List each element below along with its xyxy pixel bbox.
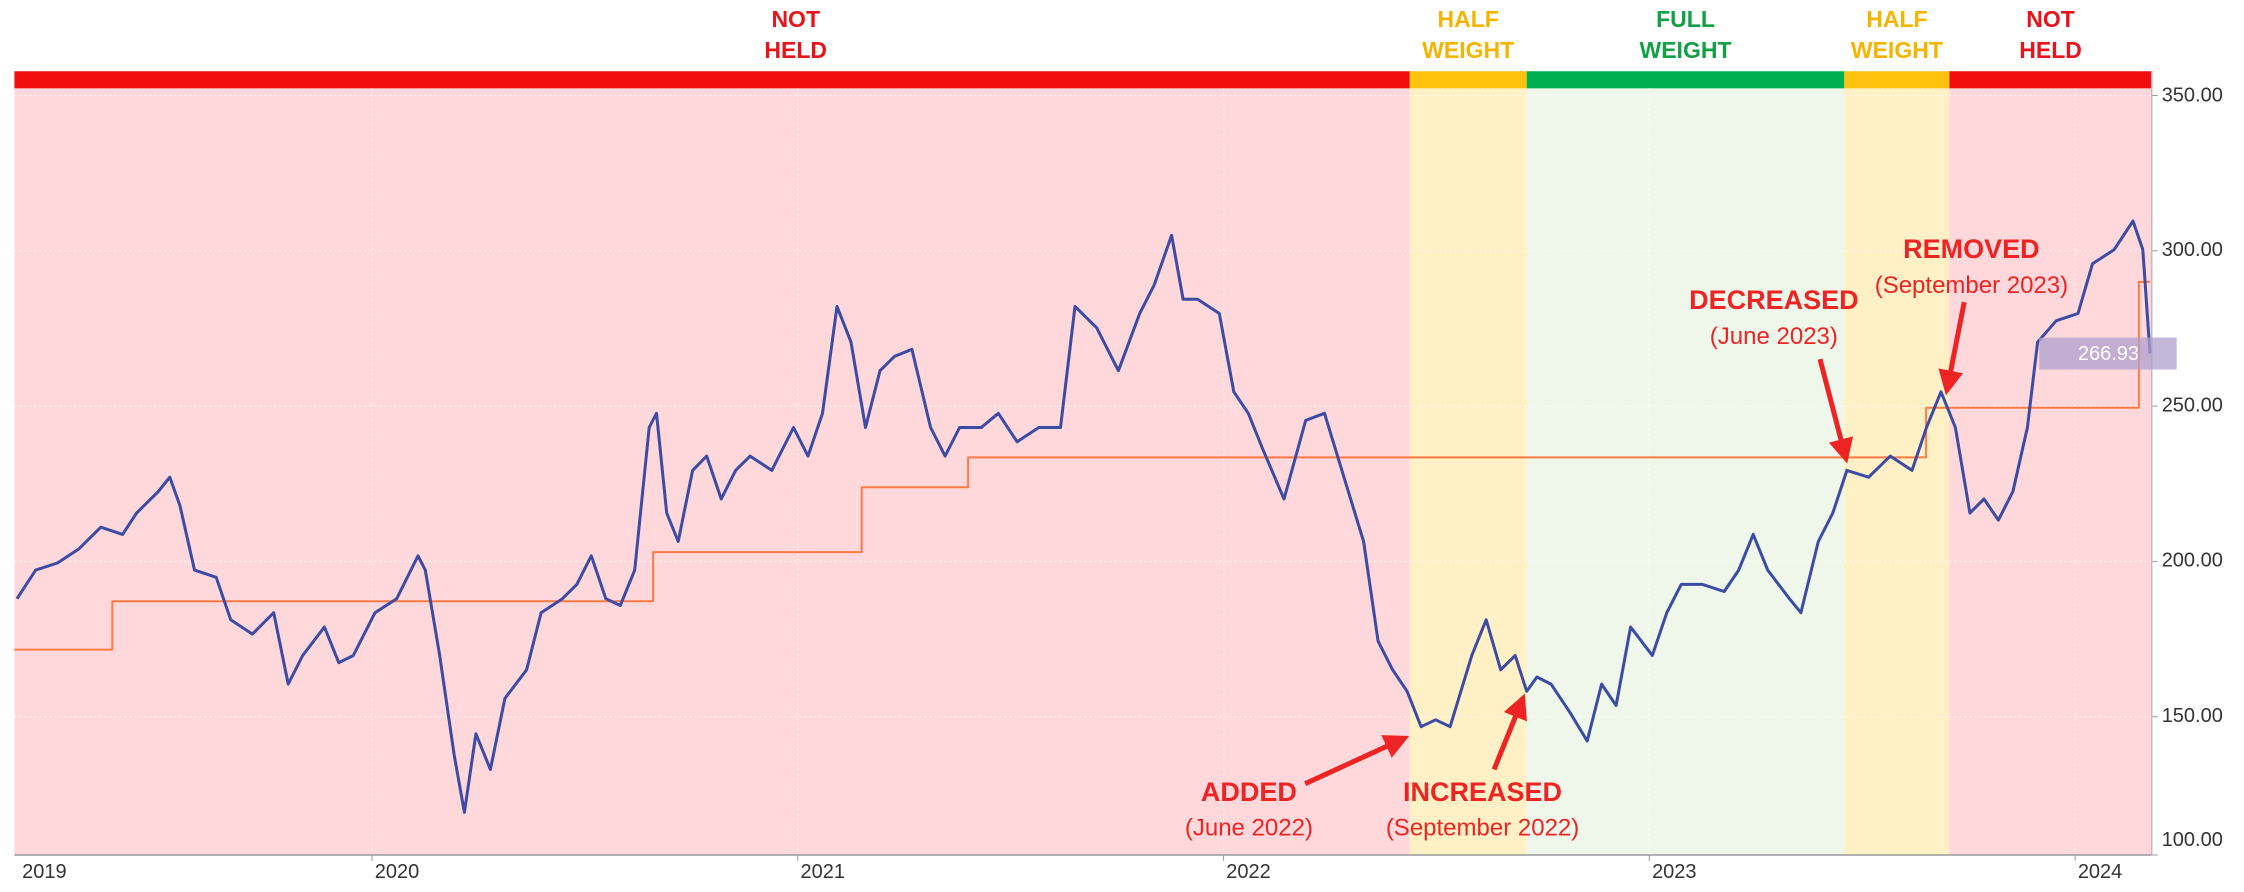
- annotation-arrow: [1938, 301, 1967, 396]
- band-label: NOT: [2026, 6, 2075, 32]
- last-value-label: 266.93: [2078, 343, 2139, 365]
- x-tick-label: 2022: [1226, 861, 1271, 883]
- band-label: WEIGHT: [1640, 37, 1732, 63]
- band-background: [1409, 88, 1527, 855]
- annotation-title: REMOVED: [1903, 234, 2040, 264]
- band-label: WEIGHT: [1851, 37, 1943, 63]
- x-tick-label: 2021: [801, 861, 846, 883]
- x-tick-label: 2024: [2078, 861, 2123, 883]
- annotation-title: INCREASED: [1403, 777, 1562, 807]
- y-tick-label: 300.00: [2162, 239, 2223, 261]
- y-tick-label: 150.00: [2162, 705, 2223, 727]
- annotation-note: (June 2023): [1710, 323, 1838, 350]
- band-label: HELD: [2019, 37, 2082, 63]
- band-strip: [14, 71, 1410, 89]
- series-line: [14, 280, 2150, 651]
- band-label: HALF: [1437, 6, 1498, 32]
- band-label: FULL: [1656, 6, 1715, 32]
- band-strip: [1409, 71, 1527, 89]
- x-tick-label: 2019: [22, 861, 67, 883]
- y-tick-label: 250.00: [2162, 394, 2223, 416]
- band-label: NOT: [771, 6, 820, 32]
- annotation-note: (September 2022): [1386, 815, 1579, 842]
- y-tick-label: 100.00: [2162, 829, 2223, 851]
- annotation-arrow: [1304, 735, 1410, 786]
- last-value-box: [2039, 337, 2177, 370]
- band-strip: [1526, 71, 1845, 89]
- x-tick-label: 2020: [375, 861, 420, 883]
- y-tick-label: 350.00: [2162, 85, 2223, 107]
- band-strip: [1844, 71, 1950, 89]
- x-tick-label: 2023: [1652, 861, 1697, 883]
- band-background: [1949, 88, 2152, 855]
- annotation-title: ADDED: [1201, 777, 1297, 807]
- series-line: [15, 219, 2152, 814]
- band-background: [1526, 88, 1845, 855]
- band-background: [1844, 88, 1950, 855]
- band-label: WEIGHT: [1422, 37, 1514, 63]
- y-tick-label: 200.00: [2162, 550, 2223, 572]
- annotation-note: (June 2022): [1185, 815, 1313, 842]
- annotation-title: DECREASED: [1689, 285, 1859, 315]
- annotation-arrow: [1491, 693, 1528, 771]
- band-strip: [1949, 71, 2152, 89]
- band-label: HALF: [1866, 6, 1927, 32]
- annotation-arrow: [1817, 358, 1854, 464]
- annotation-note: (September 2023): [1875, 272, 2068, 299]
- band-label: HELD: [764, 37, 827, 63]
